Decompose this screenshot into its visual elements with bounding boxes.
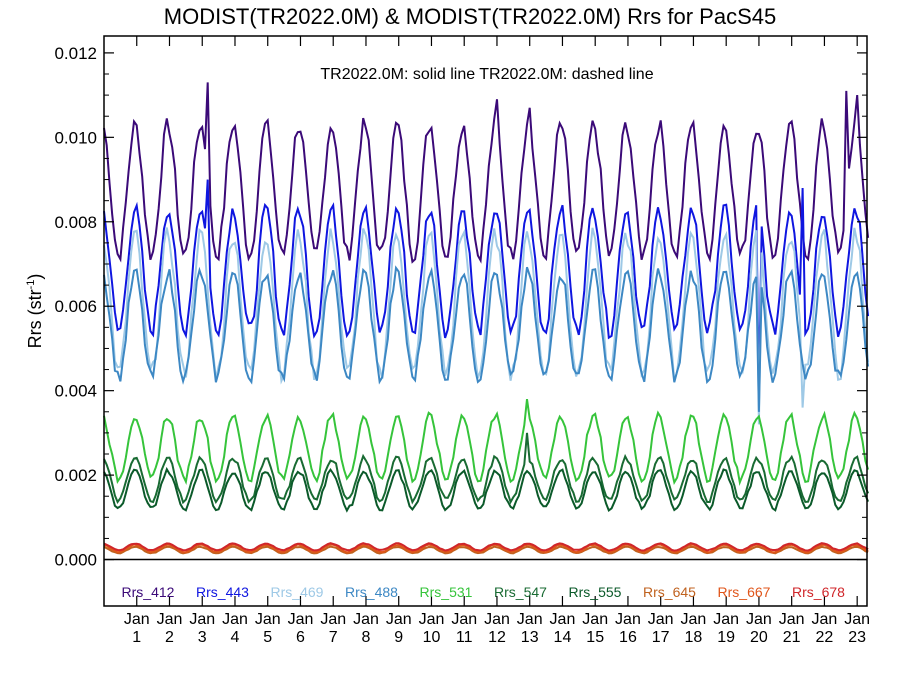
x-tick-year-label: 15 bbox=[586, 629, 604, 646]
series-line-rrs-412 bbox=[103, 82, 870, 264]
series-line-rrs-488 bbox=[103, 265, 870, 412]
x-tick-year-label: 14 bbox=[554, 629, 572, 646]
annotation-text: TR2022.0M: solid line TR2022.0M: dashed … bbox=[320, 66, 653, 83]
x-axis: Jan1Jan2Jan3Jan4Jan5Jan6Jan7Jan8Jan9Jan1… bbox=[124, 36, 870, 646]
series-line-rrs-547 bbox=[103, 432, 870, 505]
y-tick-label: 0.000 bbox=[54, 551, 97, 570]
y-tick-label: 0.006 bbox=[54, 297, 97, 316]
series-line-rrs-531 bbox=[103, 398, 870, 487]
y-tick-label: 0.010 bbox=[54, 128, 97, 147]
x-tick-month-label: Jan bbox=[844, 611, 870, 628]
x-tick-month-label: Jan bbox=[550, 611, 576, 628]
x-tick-month-label: Jan bbox=[157, 611, 183, 628]
x-tick-month-label: Jan bbox=[746, 611, 772, 628]
y-tick-label: 0.004 bbox=[54, 382, 97, 401]
series-line-rrs-443 bbox=[103, 179, 870, 391]
x-tick-month-label: Jan bbox=[189, 611, 215, 628]
y-axis-label-end: ) bbox=[25, 274, 45, 280]
x-tick-month-label: Jan bbox=[222, 611, 248, 628]
legend-item: Rrs_667 bbox=[718, 584, 771, 600]
legend-item: Rrs_469 bbox=[271, 584, 324, 600]
x-tick-year-label: 8 bbox=[362, 629, 371, 646]
y-axis-label-main: Rrs (str bbox=[25, 289, 45, 348]
x-tick-year-label: 12 bbox=[488, 629, 506, 646]
y-axis-label: Rrs (str-1) bbox=[25, 274, 45, 349]
x-tick-month-label: Jan bbox=[713, 611, 739, 628]
legend-item: Rrs_555 bbox=[569, 584, 622, 600]
legend-item: Rrs_678 bbox=[792, 584, 845, 600]
legend-item: Rrs_645 bbox=[643, 584, 696, 600]
x-tick-month-label: Jan bbox=[124, 611, 150, 628]
x-tick-year-label: 23 bbox=[848, 629, 866, 646]
x-tick-year-label: 11 bbox=[456, 629, 473, 646]
x-tick-year-label: 22 bbox=[816, 629, 834, 646]
legend-item: Rrs_488 bbox=[345, 584, 398, 600]
y-tick-label: 0.002 bbox=[54, 466, 97, 485]
x-tick-year-label: 2 bbox=[165, 629, 174, 646]
x-tick-year-label: 16 bbox=[619, 629, 637, 646]
x-tick-month-label: Jan bbox=[320, 611, 346, 628]
plot-area bbox=[103, 82, 870, 561]
y-tick-label: 0.008 bbox=[54, 213, 97, 232]
x-tick-year-label: 1 bbox=[132, 629, 141, 646]
y-axis-label-sup: -1 bbox=[25, 280, 37, 290]
x-tick-year-label: 20 bbox=[750, 629, 768, 646]
series-line-rrs-645 bbox=[103, 545, 869, 555]
x-tick-month-label: Jan bbox=[648, 611, 674, 628]
series-line-rrs-678 bbox=[103, 542, 869, 552]
x-tick-year-label: 9 bbox=[394, 629, 403, 646]
x-tick-year-label: 3 bbox=[198, 629, 207, 646]
x-tick-year-label: 13 bbox=[521, 629, 539, 646]
legend-item: Rrs_443 bbox=[196, 584, 249, 600]
x-tick-month-label: Jan bbox=[812, 611, 838, 628]
x-tick-year-label: 6 bbox=[296, 629, 305, 646]
x-tick-year-label: 7 bbox=[329, 629, 338, 646]
x-tick-year-label: 18 bbox=[685, 629, 703, 646]
legend: Rrs_412 Rrs_443 Rrs_469 Rrs_488 Rrs_531 Rrs_5… bbox=[122, 584, 846, 600]
x-tick-month-label: Jan bbox=[484, 611, 510, 628]
legend-item: Rrs_531 bbox=[420, 584, 473, 600]
x-tick-month-label: Jan bbox=[451, 611, 477, 628]
x-tick-month-label: Jan bbox=[779, 611, 805, 628]
x-tick-year-label: 5 bbox=[263, 629, 272, 646]
x-tick-month-label: Jan bbox=[386, 611, 412, 628]
y-axis: 0.000 0.002 0.004 0.006 0.008 0.010 0.012 bbox=[54, 44, 867, 570]
x-tick-month-label: Jan bbox=[517, 611, 543, 628]
legend-item: Rrs_412 bbox=[122, 584, 175, 600]
plot-frame bbox=[103, 35, 868, 607]
x-tick-year-label: 4 bbox=[231, 629, 240, 646]
series-line-rrs-469 bbox=[103, 227, 870, 425]
x-tick-year-label: 21 bbox=[783, 629, 801, 646]
x-tick-month-label: Jan bbox=[353, 611, 379, 628]
x-tick-year-label: 17 bbox=[652, 629, 670, 646]
x-tick-month-label: Jan bbox=[288, 611, 314, 628]
y-tick-label: 0.012 bbox=[54, 44, 97, 63]
x-tick-month-label: Jan bbox=[582, 611, 608, 628]
series-line-rrs-555 bbox=[103, 466, 870, 513]
x-tick-month-label: Jan bbox=[615, 611, 641, 628]
x-tick-month-label: Jan bbox=[681, 611, 707, 628]
x-tick-month-label: Jan bbox=[255, 611, 281, 628]
series-line-rrs-667 bbox=[103, 543, 869, 554]
x-tick-year-label: 19 bbox=[717, 629, 735, 646]
x-tick-year-label: 10 bbox=[423, 629, 441, 646]
chart-title: MODIST(TR2022.0M) & MODIST(TR2022.0M) Rr… bbox=[164, 4, 776, 29]
legend-item: Rrs_547 bbox=[494, 584, 547, 600]
x-tick-month-label: Jan bbox=[419, 611, 445, 628]
